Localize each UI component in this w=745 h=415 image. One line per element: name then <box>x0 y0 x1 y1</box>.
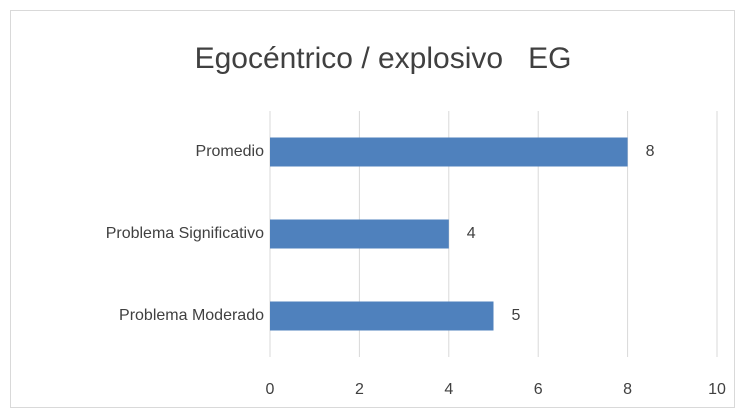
x-tick-label: 4 <box>444 381 453 398</box>
chart-border <box>10 10 735 408</box>
x-tick-label: 0 <box>266 381 275 398</box>
x-tick-label: 6 <box>534 381 543 398</box>
y-tick-label: Problema Moderado <box>119 307 264 324</box>
x-tick-label: 2 <box>355 381 364 398</box>
chart-title: Egocéntrico / explosivo EG <box>195 42 572 75</box>
data-label: 5 <box>512 307 521 324</box>
y-tick-label: Promedio <box>196 143 265 160</box>
x-tick-label: 8 <box>623 381 632 398</box>
data-label: 4 <box>467 225 476 242</box>
x-tick-label: 10 <box>708 381 726 398</box>
y-tick-label: Problema Significativo <box>106 225 264 242</box>
bar <box>270 301 494 331</box>
data-label: 8 <box>646 143 655 160</box>
bar <box>270 137 628 167</box>
bar <box>270 219 449 249</box>
